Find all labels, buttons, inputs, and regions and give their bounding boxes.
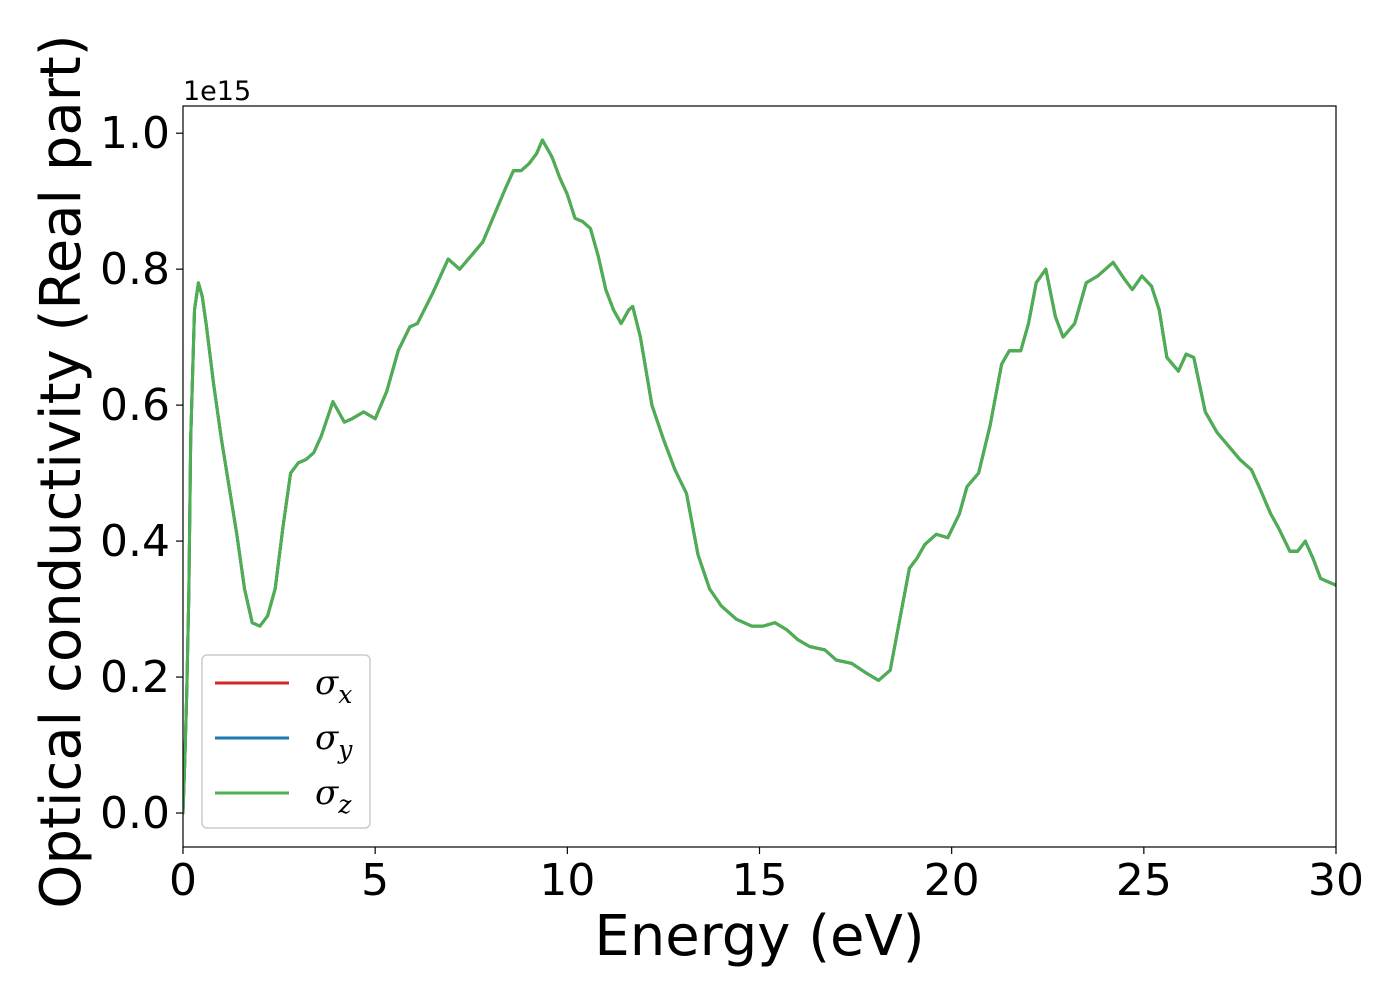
y-axis-title: Optical conductivity (Real part) <box>29 34 94 908</box>
x-tick-label: 15 <box>732 855 788 906</box>
x-tick-label: 20 <box>924 855 980 906</box>
x-ticks: 0 5 10 15 20 25 30 <box>169 847 1364 906</box>
plot-lines <box>183 138 1336 815</box>
y-tick-label: 1.0 <box>100 108 170 159</box>
x-tick-label: 10 <box>539 855 595 906</box>
x-tick-label: 0 <box>169 855 197 906</box>
y-tick-label: 0.8 <box>100 244 170 295</box>
y-offset-label: 1e15 <box>183 76 251 107</box>
x-tick-label: 25 <box>1116 855 1172 906</box>
y-tick-label: 0.6 <box>100 380 170 431</box>
y-tick-label: 0.0 <box>100 788 170 839</box>
x-axis-title: Energy (eV) <box>594 904 924 969</box>
y-ticks: 0.0 0.2 0.4 0.6 0.8 1.0 <box>100 108 183 839</box>
y-tick-label: 0.4 <box>100 516 170 567</box>
series-line-sigma-z <box>183 138 1336 815</box>
y-tick-label: 0.2 <box>100 652 170 703</box>
legend-box <box>201 654 371 829</box>
x-tick-label: 30 <box>1308 855 1364 906</box>
x-tick-label: 5 <box>361 855 389 906</box>
